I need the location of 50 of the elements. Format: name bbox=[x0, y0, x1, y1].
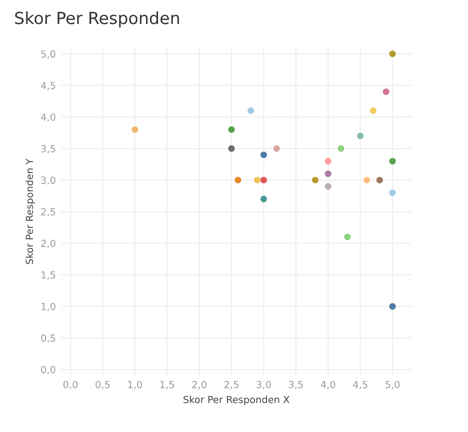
point bbox=[389, 189, 396, 196]
point bbox=[312, 176, 318, 184]
point bbox=[248, 107, 254, 114]
point bbox=[260, 152, 267, 158]
x-tick-label: 4,0 bbox=[320, 380, 336, 390]
y-tick-label: 0,0 bbox=[41, 366, 56, 374]
y-tick-label: 3,0 bbox=[41, 176, 56, 185]
y-tick-label: 5,0 bbox=[41, 50, 56, 59]
y-axis-title: Skor Per Responden Y bbox=[26, 158, 35, 264]
x-tick-label: 2,5 bbox=[224, 380, 238, 390]
x-tick-label: 5,0 bbox=[386, 380, 400, 390]
point bbox=[389, 50, 396, 58]
point bbox=[389, 158, 396, 164]
y-tick-label: 3,5 bbox=[41, 145, 56, 154]
y-tick-label: 4,0 bbox=[40, 113, 56, 122]
point bbox=[324, 158, 332, 164]
point bbox=[364, 176, 370, 184]
chart-title: Skor Per Responden bbox=[15, 11, 179, 28]
x-axis-title: Skor Per Responden X bbox=[184, 396, 290, 406]
y-tick-label: 2,0 bbox=[41, 240, 56, 248]
y-tick-label: 4,5 bbox=[40, 82, 56, 90]
point bbox=[260, 196, 267, 202]
point bbox=[324, 170, 332, 178]
x-tick-label: 3,0 bbox=[256, 380, 271, 390]
y-tick-label: 1,5 bbox=[42, 271, 56, 280]
point bbox=[228, 145, 235, 152]
x-tick-label: 3,5 bbox=[288, 380, 303, 390]
x-tick-label: 4,5 bbox=[353, 381, 368, 390]
point bbox=[357, 132, 364, 140]
y-tick-label: 1,0 bbox=[42, 302, 56, 312]
point bbox=[370, 107, 376, 114]
point bbox=[344, 234, 351, 240]
point bbox=[389, 303, 396, 310]
point bbox=[234, 176, 242, 184]
y-tick-label: 2,5 bbox=[41, 208, 56, 217]
point bbox=[228, 126, 235, 133]
point bbox=[273, 145, 280, 152]
y-tick-label: 0,5 bbox=[41, 334, 56, 343]
x-tick-label: 2,0 bbox=[192, 380, 206, 390]
x-tick-label: 0,0 bbox=[63, 380, 78, 390]
point bbox=[376, 176, 383, 184]
point bbox=[382, 88, 390, 95]
point bbox=[132, 126, 138, 133]
x-tick-label: 0,5 bbox=[96, 380, 110, 390]
point bbox=[338, 145, 344, 152]
point bbox=[254, 176, 261, 184]
x-tick-label: 1,0 bbox=[128, 380, 142, 390]
point bbox=[324, 183, 332, 190]
x-tick-label: 1,5 bbox=[160, 381, 174, 390]
point bbox=[260, 176, 267, 184]
